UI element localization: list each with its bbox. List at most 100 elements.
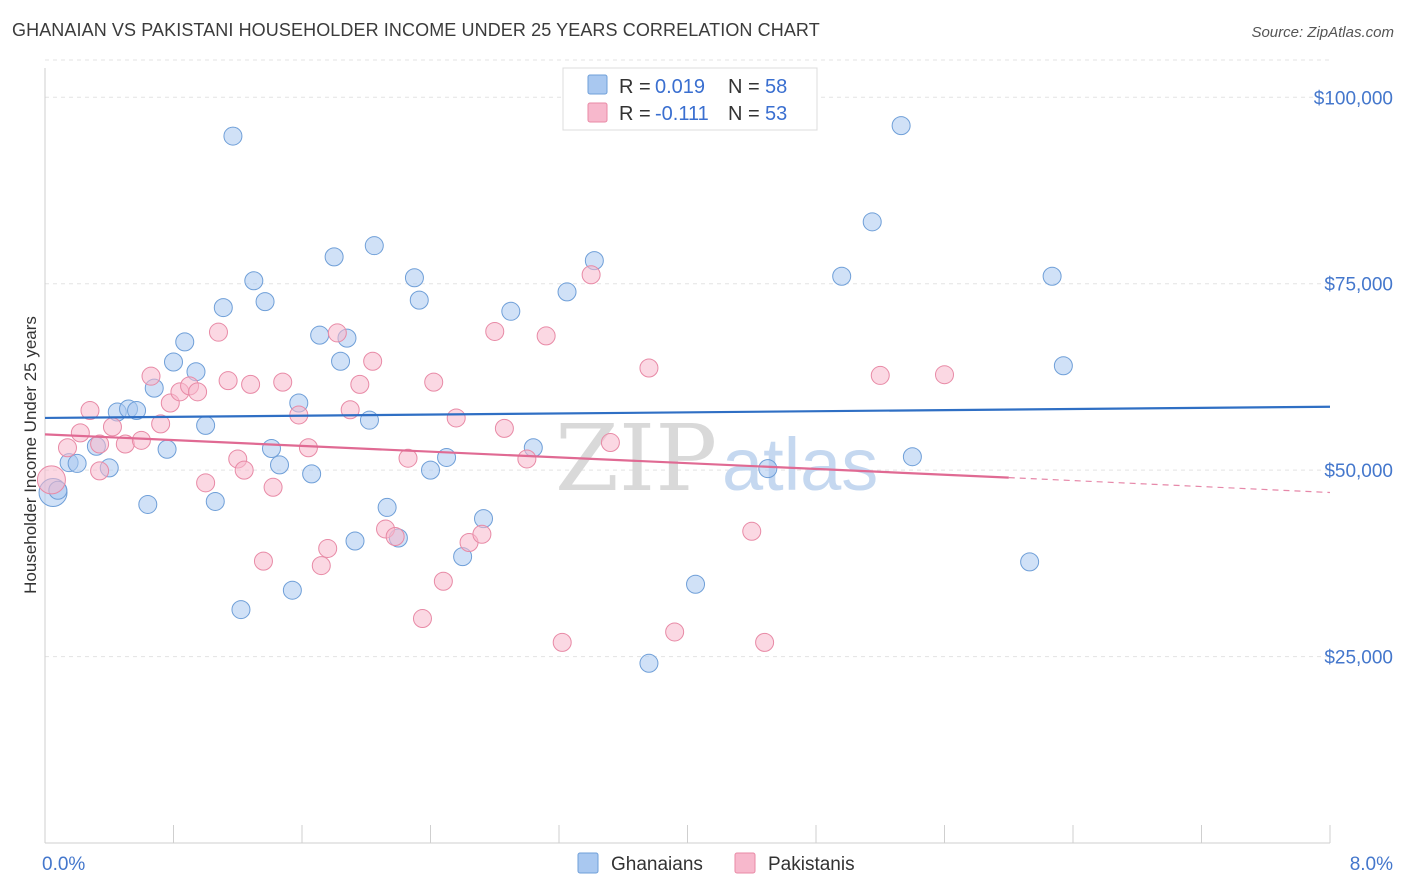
legend-swatch-ghanaians bbox=[587, 74, 608, 95]
ghanaians-point bbox=[404, 268, 424, 288]
ghanaians-point bbox=[157, 439, 177, 459]
pakistanis-point bbox=[398, 448, 418, 468]
pakistanis-point bbox=[218, 371, 238, 391]
ghanaians-point bbox=[345, 531, 365, 551]
pakistanis-point bbox=[188, 382, 208, 402]
legend-r-value: 0.019 bbox=[655, 76, 705, 98]
pakistanis-point bbox=[363, 351, 383, 371]
pakistanis-point bbox=[485, 321, 505, 341]
grid bbox=[45, 59, 1330, 658]
ghanaians-point bbox=[686, 574, 706, 594]
pakistanis-point bbox=[273, 372, 293, 392]
ghanaians-point bbox=[282, 580, 302, 600]
ghanaians-point bbox=[758, 459, 778, 479]
pakistanis-point bbox=[263, 477, 283, 497]
pakistanis-point bbox=[241, 374, 261, 394]
ghanaians-point bbox=[359, 410, 379, 430]
ghanaians-point bbox=[175, 332, 195, 352]
pakistanis-point bbox=[131, 430, 151, 450]
ghanaians-point bbox=[364, 236, 384, 256]
pakistanis-point bbox=[412, 609, 432, 629]
ghanaians-point bbox=[324, 247, 344, 267]
ghanaians-point bbox=[1053, 356, 1073, 376]
ghanaians-point bbox=[255, 292, 275, 312]
x-tick-label-end: 8.0% bbox=[1350, 854, 1393, 875]
ghanaians-point bbox=[902, 447, 922, 467]
ghanaians-point bbox=[213, 298, 233, 318]
pakistanis-point bbox=[581, 265, 601, 285]
y-tick-labels: $25,000 $50,000 $75,000 $100,000 bbox=[1314, 88, 1393, 668]
legend: R = 0.019 N = 58 R = -0.111 N = 53 bbox=[562, 67, 818, 131]
ghanaians-point bbox=[302, 464, 322, 484]
trend-layer bbox=[44, 405, 1331, 494]
pakistanis-point bbox=[870, 365, 890, 385]
y-tick-label: $100,000 bbox=[1314, 88, 1393, 109]
ghanaians-point bbox=[205, 491, 225, 511]
ghanaians-point bbox=[1042, 266, 1062, 286]
pakistanis-point bbox=[742, 521, 762, 541]
ghanaians-point bbox=[331, 351, 351, 371]
ghanaians-point bbox=[270, 455, 290, 475]
bottom-legend: Ghanaians Pakistanis bbox=[577, 852, 855, 875]
ghanaians-point bbox=[127, 400, 147, 420]
ghanaians-trend-line bbox=[44, 405, 1331, 420]
y-axis-label: Householder Income Under 25 years bbox=[21, 316, 40, 594]
pakistanis-point bbox=[446, 408, 466, 428]
pakistanis-point bbox=[472, 524, 492, 544]
ghanaians-point bbox=[138, 494, 158, 514]
ghanaians-point bbox=[421, 460, 440, 480]
pakistanis-point bbox=[935, 365, 954, 385]
pakistanis-point bbox=[536, 326, 556, 346]
pakistanis-point bbox=[36, 465, 66, 495]
pakistanis-point bbox=[57, 438, 77, 458]
bottom-legend-label-pakistanis: Pakistanis bbox=[768, 854, 855, 875]
pakistanis-point bbox=[350, 374, 370, 394]
ghanaians-point bbox=[231, 600, 251, 620]
ghanaians-point bbox=[244, 271, 264, 291]
pakistanis-point bbox=[196, 473, 216, 493]
legend-n-label: N = bbox=[728, 103, 760, 125]
legend-n-value: 58 bbox=[765, 76, 787, 98]
legend-n-value: 53 bbox=[765, 103, 787, 125]
pakistanis-point bbox=[253, 551, 273, 571]
ghanaians-point bbox=[557, 282, 577, 302]
pakistanis-trend-extension bbox=[1008, 477, 1331, 494]
ghanaians-point bbox=[261, 439, 281, 459]
pakistanis-point bbox=[424, 372, 444, 392]
ghanaians-point bbox=[1020, 552, 1040, 572]
ghanaians-point bbox=[377, 497, 397, 517]
ghanaians-point bbox=[862, 212, 882, 232]
ghanaians-point bbox=[196, 415, 216, 435]
bottom-legend-swatch-ghanaians bbox=[577, 852, 599, 874]
ghanaians-point bbox=[501, 301, 521, 321]
pakistanis-point bbox=[102, 417, 122, 437]
x-tick-label-start: 0.0% bbox=[42, 854, 85, 875]
pakistanis-point bbox=[517, 449, 537, 469]
pakistanis-point bbox=[433, 571, 453, 591]
x-tick-labels: 0.0% 8.0% bbox=[42, 854, 1393, 875]
pakistanis-point bbox=[318, 538, 338, 558]
bottom-legend-label-ghanaians: Ghanaians bbox=[611, 854, 703, 875]
ghanaians-point bbox=[164, 352, 183, 372]
pakistanis-point bbox=[70, 423, 90, 443]
axes bbox=[44, 68, 1331, 844]
pakistanis-point bbox=[234, 460, 254, 480]
chart-title: GHANAIAN VS PAKISTANI HOUSEHOLDER INCOME… bbox=[12, 20, 820, 40]
series-pakistanis bbox=[36, 265, 954, 652]
pakistanis-point bbox=[494, 418, 514, 438]
pakistanis-point bbox=[141, 366, 161, 386]
pakistanis-point bbox=[552, 632, 572, 652]
legend-r-label: R = bbox=[619, 103, 651, 125]
pakistanis-point bbox=[90, 434, 110, 454]
ghanaians-point bbox=[891, 116, 911, 136]
ghanaians-point bbox=[639, 653, 659, 673]
series-layer bbox=[36, 116, 1073, 673]
chart-source: Source: ZipAtlas.com bbox=[1251, 24, 1394, 41]
ghanaians-point bbox=[832, 266, 852, 286]
watermark-atlas: atlas bbox=[722, 423, 878, 506]
y-tick-label: $75,000 bbox=[1324, 275, 1393, 296]
legend-swatch-pakistanis bbox=[587, 102, 608, 123]
pakistanis-point bbox=[327, 323, 347, 343]
pakistanis-point bbox=[755, 632, 775, 652]
